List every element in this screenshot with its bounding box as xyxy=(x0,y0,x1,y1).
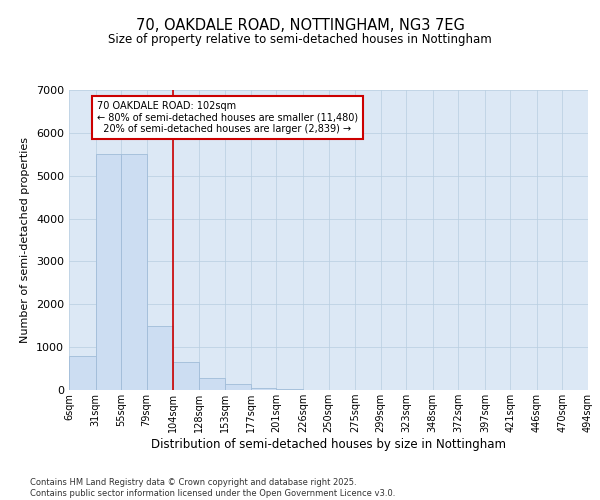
Bar xyxy=(69,356,95,390)
Y-axis label: Number of semi-detached properties: Number of semi-detached properties xyxy=(20,137,31,343)
Bar xyxy=(146,326,173,390)
Bar xyxy=(277,388,303,390)
Text: 70 OAKDALE ROAD: 102sqm
← 80% of semi-detached houses are smaller (11,480)
  20%: 70 OAKDALE ROAD: 102sqm ← 80% of semi-de… xyxy=(97,100,358,134)
Bar xyxy=(199,378,226,390)
Text: 70, OAKDALE ROAD, NOTTINGHAM, NG3 7EG: 70, OAKDALE ROAD, NOTTINGHAM, NG3 7EG xyxy=(136,18,464,32)
Text: Size of property relative to semi-detached houses in Nottingham: Size of property relative to semi-detach… xyxy=(108,32,492,46)
Bar xyxy=(173,362,199,390)
Bar xyxy=(121,154,146,390)
Bar xyxy=(226,384,251,390)
Text: Contains HM Land Registry data © Crown copyright and database right 2025.
Contai: Contains HM Land Registry data © Crown c… xyxy=(30,478,395,498)
X-axis label: Distribution of semi-detached houses by size in Nottingham: Distribution of semi-detached houses by … xyxy=(151,438,506,451)
Bar xyxy=(251,388,277,390)
Bar xyxy=(95,154,121,390)
